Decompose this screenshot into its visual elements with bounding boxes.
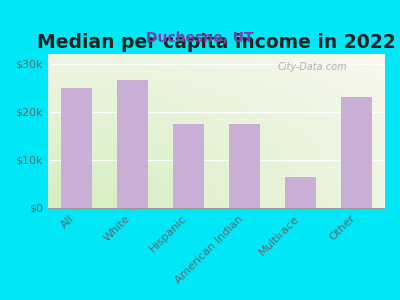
Bar xyxy=(117,80,148,208)
Bar xyxy=(285,176,316,208)
Bar xyxy=(61,88,92,208)
Text: City-Data.com: City-Data.com xyxy=(277,62,347,72)
Bar xyxy=(173,124,204,208)
Text: Duchesne, UT: Duchesne, UT xyxy=(146,32,254,46)
Bar xyxy=(229,124,260,208)
Bar xyxy=(342,97,372,208)
Title: Median per capita income in 2022: Median per capita income in 2022 xyxy=(37,33,396,52)
